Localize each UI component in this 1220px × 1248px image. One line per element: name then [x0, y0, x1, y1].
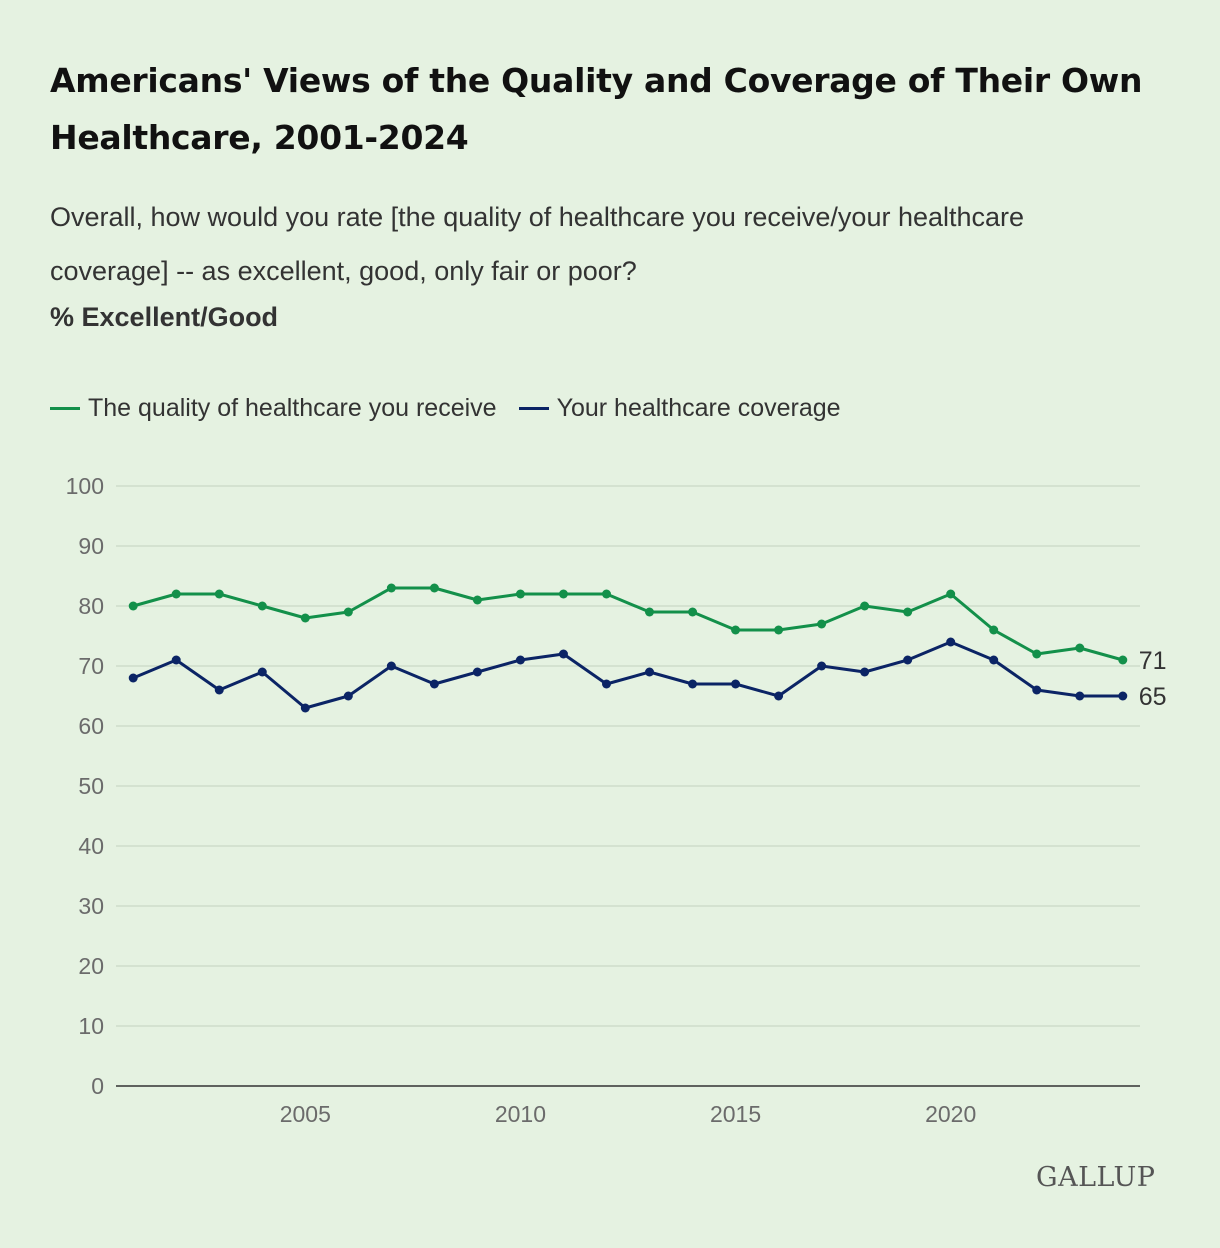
- data-point-quality-2004: [257, 601, 267, 611]
- data-point-quality-2008: [429, 583, 439, 593]
- data-point-coverage-2014: [688, 679, 698, 689]
- data-point-quality-2021: [989, 625, 999, 635]
- data-point-quality-2017: [817, 619, 827, 629]
- legend-item-quality: The quality of healthcare you receive: [50, 394, 497, 423]
- data-point-quality-2010: [515, 589, 525, 599]
- data-point-coverage-2017: [817, 661, 827, 671]
- data-point-coverage-2016: [774, 691, 784, 701]
- legend-swatch-quality: [50, 407, 80, 410]
- y-tick-label-50: 50: [78, 773, 104, 799]
- data-point-quality-2002: [171, 589, 181, 599]
- data-point-coverage-2011: [558, 649, 568, 659]
- y-tick-label-0: 0: [91, 1073, 104, 1099]
- data-point-quality-2009: [472, 595, 482, 605]
- x-tick-label-2005: 2005: [280, 1101, 331, 1127]
- data-point-quality-2024: [1118, 655, 1128, 665]
- data-point-quality-2007: [386, 583, 396, 593]
- y-tick-label-80: 80: [78, 593, 104, 619]
- chart-title: Americans' Views of the Quality and Cove…: [50, 61, 1143, 157]
- data-point-coverage-2002: [171, 655, 181, 665]
- y-tick-label-70: 70: [78, 653, 104, 679]
- data-point-coverage-2004: [257, 667, 267, 677]
- data-point-coverage-2024: [1118, 691, 1128, 701]
- data-point-quality-2003: [214, 589, 224, 599]
- data-point-coverage-2015: [731, 679, 741, 689]
- data-point-quality-2006: [343, 607, 353, 617]
- y-tick-label-10: 10: [78, 1013, 104, 1039]
- data-point-quality-2020: [946, 589, 956, 599]
- gallup-logo: GALLUP: [1036, 1162, 1156, 1193]
- data-point-coverage-2023: [1075, 691, 1085, 701]
- data-point-quality-2014: [688, 607, 698, 617]
- data-point-coverage-2019: [903, 655, 913, 665]
- data-point-quality-2011: [558, 589, 568, 599]
- data-point-coverage-2007: [386, 661, 396, 671]
- data-point-quality-2022: [1032, 649, 1042, 659]
- end-label-quality: 71: [1139, 647, 1167, 675]
- data-point-quality-2013: [645, 607, 655, 617]
- x-tick-label-2015: 2015: [710, 1101, 761, 1127]
- data-point-coverage-2005: [300, 703, 310, 713]
- chart-subtitle: Overall, how would you rate [the quality…: [50, 202, 1025, 286]
- series-line-quality: [131, 586, 1125, 662]
- data-point-quality-2012: [601, 589, 611, 599]
- y-tick-label-90: 90: [78, 533, 104, 559]
- data-point-quality-2023: [1075, 643, 1085, 653]
- y-tick-label-100: 100: [66, 473, 104, 499]
- data-point-quality-2005: [300, 613, 310, 623]
- data-point-coverage-2013: [645, 667, 655, 677]
- end-label-coverage: 65: [1139, 683, 1167, 711]
- y-tick-label-60: 60: [78, 713, 104, 739]
- data-point-coverage-2022: [1032, 685, 1042, 695]
- y-tick-label-20: 20: [78, 953, 104, 979]
- legend-label-coverage: Your healthcare coverage: [556, 394, 841, 422]
- data-point-coverage-2008: [429, 679, 439, 689]
- data-point-quality-2001: [128, 601, 138, 611]
- data-point-quality-2015: [731, 625, 741, 635]
- data-point-coverage-2003: [214, 685, 224, 695]
- legend-label-quality: The quality of healthcare you receive: [88, 394, 497, 422]
- x-tick-label-2020: 2020: [925, 1101, 976, 1127]
- y-tick-label-30: 30: [78, 893, 104, 919]
- y-tick-label-40: 40: [78, 833, 104, 859]
- data-point-coverage-2010: [515, 655, 525, 665]
- data-point-coverage-2009: [472, 667, 482, 677]
- x-tick-label-2010: 2010: [495, 1101, 546, 1127]
- legend: The quality of healthcare you receive Yo…: [50, 394, 863, 423]
- data-point-coverage-2021: [989, 655, 999, 665]
- data-point-coverage-2001: [128, 673, 138, 683]
- unit-label: % Excellent/Good: [50, 302, 279, 332]
- data-point-quality-2018: [860, 601, 870, 611]
- series-line-coverage: [131, 640, 1125, 710]
- data-point-coverage-2020: [946, 637, 956, 647]
- data-point-coverage-2018: [860, 667, 870, 677]
- data-point-quality-2016: [774, 625, 784, 635]
- legend-swatch-coverage: [518, 407, 549, 410]
- data-point-coverage-2012: [601, 679, 611, 689]
- legend-item-coverage: Your healthcare coverage: [518, 394, 841, 423]
- data-point-coverage-2006: [343, 691, 353, 701]
- data-point-quality-2019: [903, 607, 913, 617]
